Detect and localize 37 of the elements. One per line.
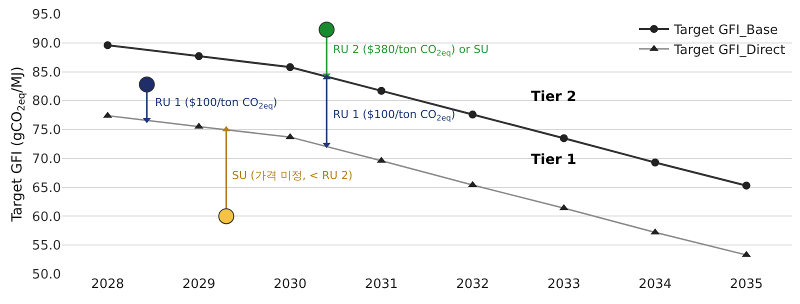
annotation: RU 1 ($100/ton CO$_{2eq}$) [333,108,456,122]
x-tick-label: 2034 [638,277,672,292]
y-tick-label: 65.0 [32,180,61,196]
point [318,22,335,38]
y-tick-label: 90.0 [32,36,61,52]
x-tick-label: 2028 [91,277,124,292]
point [104,41,112,50]
point [742,182,750,190]
y-tick-label: 70.0 [32,152,61,167]
x-tick-label: 2031 [364,277,398,292]
y-tick-label: 85.0 [32,65,61,80]
x-tick-label: 2030 [274,277,307,292]
y-tick-label: 55.0 [32,238,61,254]
point [377,86,386,95]
point [286,63,294,72]
annotation: Tier 2 [531,89,576,105]
point [560,134,568,142]
x-tick-label: 2035 [730,277,763,292]
legend-label: Target GFI_Direct [673,42,786,58]
y-tick-label: 80.0 [32,94,61,110]
y-tick-label: 50.0 [32,268,61,283]
annotation: SU (가격 미정, < RU 2) [232,169,353,182]
y-tick-label: 95.0 [32,8,61,23]
annotation: RU 2 ($380/ton CO$_{2eq}$) or SU [333,43,489,58]
x-tick-label: 2033 [547,277,580,292]
point [651,158,660,166]
annotation: RU 1 ($100/ton CO$_{2eq}$) [155,96,278,110]
point [218,208,234,224]
point [468,110,477,119]
y-tick-label: 75.0 [32,123,61,138]
y-tick-label: 60.0 [32,210,61,225]
legend-label: Target GFI_Base [673,23,778,38]
x-tick-label: 2032 [456,277,490,292]
point [194,52,203,60]
x-tick-label: 2029 [182,277,216,292]
annotation: Tier 1 [531,152,576,168]
point [138,76,155,92]
